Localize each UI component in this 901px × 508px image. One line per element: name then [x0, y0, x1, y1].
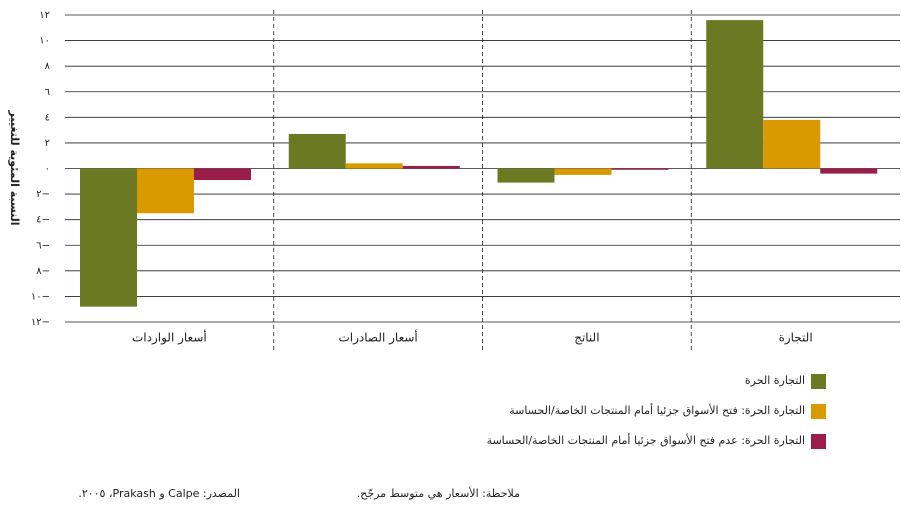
- bar: [288, 133, 346, 169]
- legend-swatch: [811, 434, 826, 449]
- y-tick-label: ٢−: [36, 189, 50, 200]
- x-tick-label: الناتج: [574, 331, 599, 345]
- note: ملاحظة: الأسعار هي متوسط مرجّح.: [357, 486, 520, 500]
- bar: [554, 168, 612, 175]
- x-tick-label: أسعار الواردات: [132, 330, 207, 346]
- y-tick-label: ٤: [45, 112, 50, 123]
- bar: [194, 168, 251, 181]
- y-tick-label: ٢: [45, 138, 50, 149]
- y-tick-label: ٨: [45, 61, 51, 72]
- y-tick-label: ٦: [45, 87, 50, 98]
- legend-label: التجارة الحرة: عدم فتح الأسواق جزئيا أما…: [487, 433, 805, 447]
- bar: [497, 168, 555, 183]
- legend-swatch: [811, 374, 826, 389]
- bar: [763, 119, 821, 169]
- legend-swatch: [811, 404, 826, 419]
- bar: [402, 165, 460, 169]
- y-tick-label: ٨−: [36, 266, 50, 277]
- y-tick-label: ٦−: [36, 240, 50, 251]
- y-tick-label: ١٠: [39, 36, 50, 47]
- source: المصدر: Calpe و Prakash، ٢٠٠٥.: [78, 487, 240, 500]
- y-tick-label: ١٢: [39, 10, 50, 21]
- legend-label: التجارة الحرة: [745, 374, 805, 387]
- y-tick-label: ١٠−: [31, 291, 50, 302]
- bar: [80, 168, 137, 307]
- bar: [345, 163, 403, 169]
- x-tick-label: أسعار الصادرات: [338, 330, 417, 346]
- x-tick-label: التجارة: [779, 331, 813, 346]
- bar: [706, 20, 764, 169]
- y-tick-label: ٠: [45, 164, 50, 175]
- y-tick-label: ٤−: [36, 215, 50, 226]
- y-axis-label: النسبة المئوية للتغيير: [8, 109, 21, 225]
- bar: [137, 168, 194, 214]
- bar: [820, 168, 878, 174]
- y-tick-label: ١٢−: [31, 317, 50, 328]
- legend-label: التجارة الحرة: فتح الأسواق جزئيا أمام ال…: [509, 403, 805, 417]
- bar: [611, 168, 669, 170]
